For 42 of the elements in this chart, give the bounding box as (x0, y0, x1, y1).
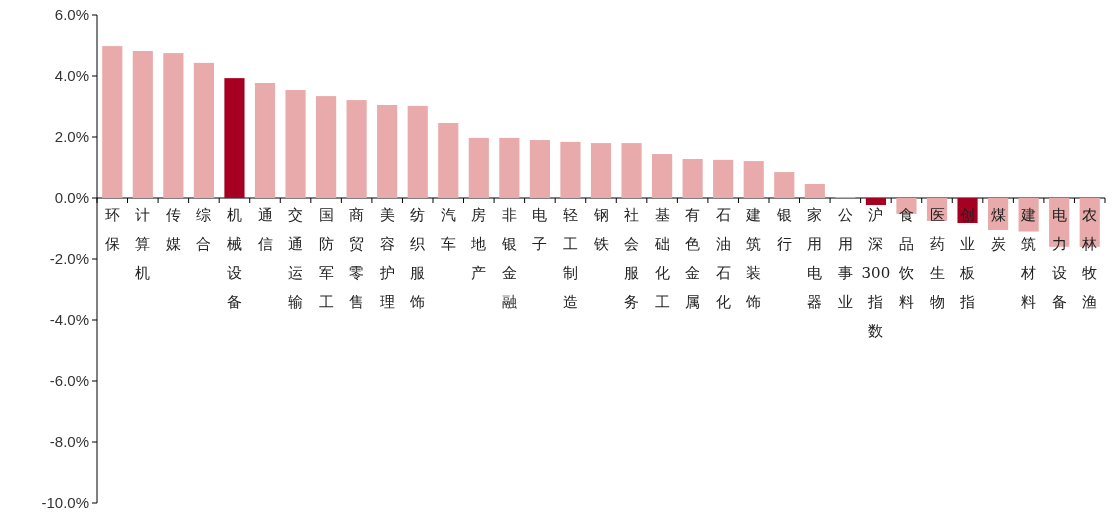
x-tick-label: 非银金融 (500, 206, 517, 311)
x-tick-label: 机械设备 (226, 206, 242, 311)
x-tick-label: 建筑材料 (1020, 206, 1037, 311)
x-tick-label: 美容护理 (378, 206, 395, 311)
x-tick-label: 有色金属 (685, 206, 701, 311)
y-tick-label: 6.0% (54, 6, 89, 23)
x-tick-label: 计算机 (135, 206, 151, 282)
x-tick-label: 综合 (196, 206, 212, 253)
y-tick-label: -2.0% (49, 250, 89, 267)
y-tick-label: 0.0% (54, 189, 89, 206)
x-tick-label: 汽车 (440, 206, 456, 253)
x-tick-label: 石油石化 (715, 206, 731, 311)
y-tick-label: -8.0% (49, 433, 89, 450)
x-tick-label: 电子 (532, 206, 548, 253)
x-tick-label: 电力设备 (1051, 206, 1067, 311)
y-tick-label: 4.0% (54, 67, 89, 84)
x-tick-label: 钢铁 (592, 206, 609, 253)
y-tick-label: -6.0% (49, 372, 89, 389)
y-tick-label: 2.0% (54, 128, 89, 145)
x-tick-label: 房地产 (470, 206, 487, 282)
x-tick-label: 建筑装饰 (745, 206, 762, 311)
x-tick-label: 传媒 (165, 206, 181, 253)
x-tick-label: 创业板指 (959, 206, 976, 311)
x-tick-label: 医药生物 (929, 206, 945, 311)
x-tick-label: 交通运输 (288, 206, 304, 311)
x-tick-label: 轻工制造 (562, 206, 578, 311)
x-tick-label: 农林牧渔 (1081, 206, 1098, 311)
x-tick-label: 社会服务 (624, 206, 640, 311)
x-tick-label: 通信 (257, 206, 273, 253)
x-tick-label: 商贸零售 (349, 206, 365, 311)
x-tick-label: 银行 (775, 206, 792, 253)
y-tick-label: -10.0% (41, 494, 89, 511)
x-tick-label: 基础化工 (653, 206, 670, 311)
x-tick-label: 公用事业 (837, 206, 853, 311)
x-tick-label: 食品饮料 (897, 206, 914, 311)
x-tick-label: 家用电器 (807, 206, 823, 311)
y-tick-label: -4.0% (49, 311, 89, 328)
x-tick-label: 煤炭 (990, 206, 1006, 253)
x-tick-label: 纺织服饰 (409, 206, 426, 311)
x-tick-label: 沪深300指数 (861, 206, 891, 340)
x-tick-label: 国防军工 (318, 206, 334, 311)
x-tick-label: 环保 (104, 206, 120, 253)
